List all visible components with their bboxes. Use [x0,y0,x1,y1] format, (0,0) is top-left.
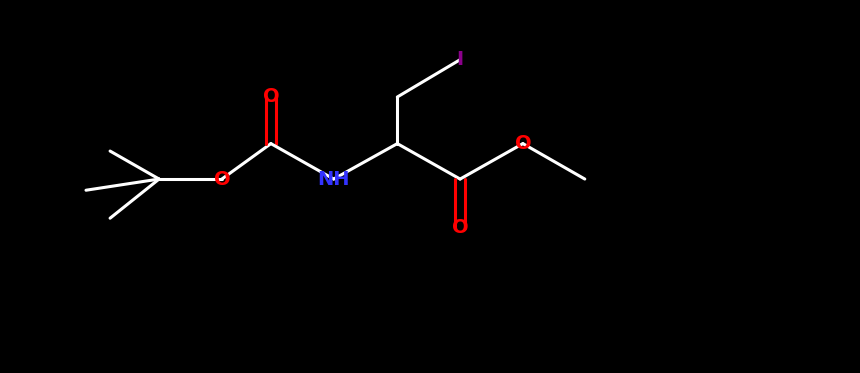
Text: O: O [213,170,230,188]
Text: NH: NH [317,170,350,188]
Text: O: O [452,218,469,237]
Text: O: O [514,134,531,153]
Text: O: O [262,88,280,106]
Text: I: I [457,50,464,69]
